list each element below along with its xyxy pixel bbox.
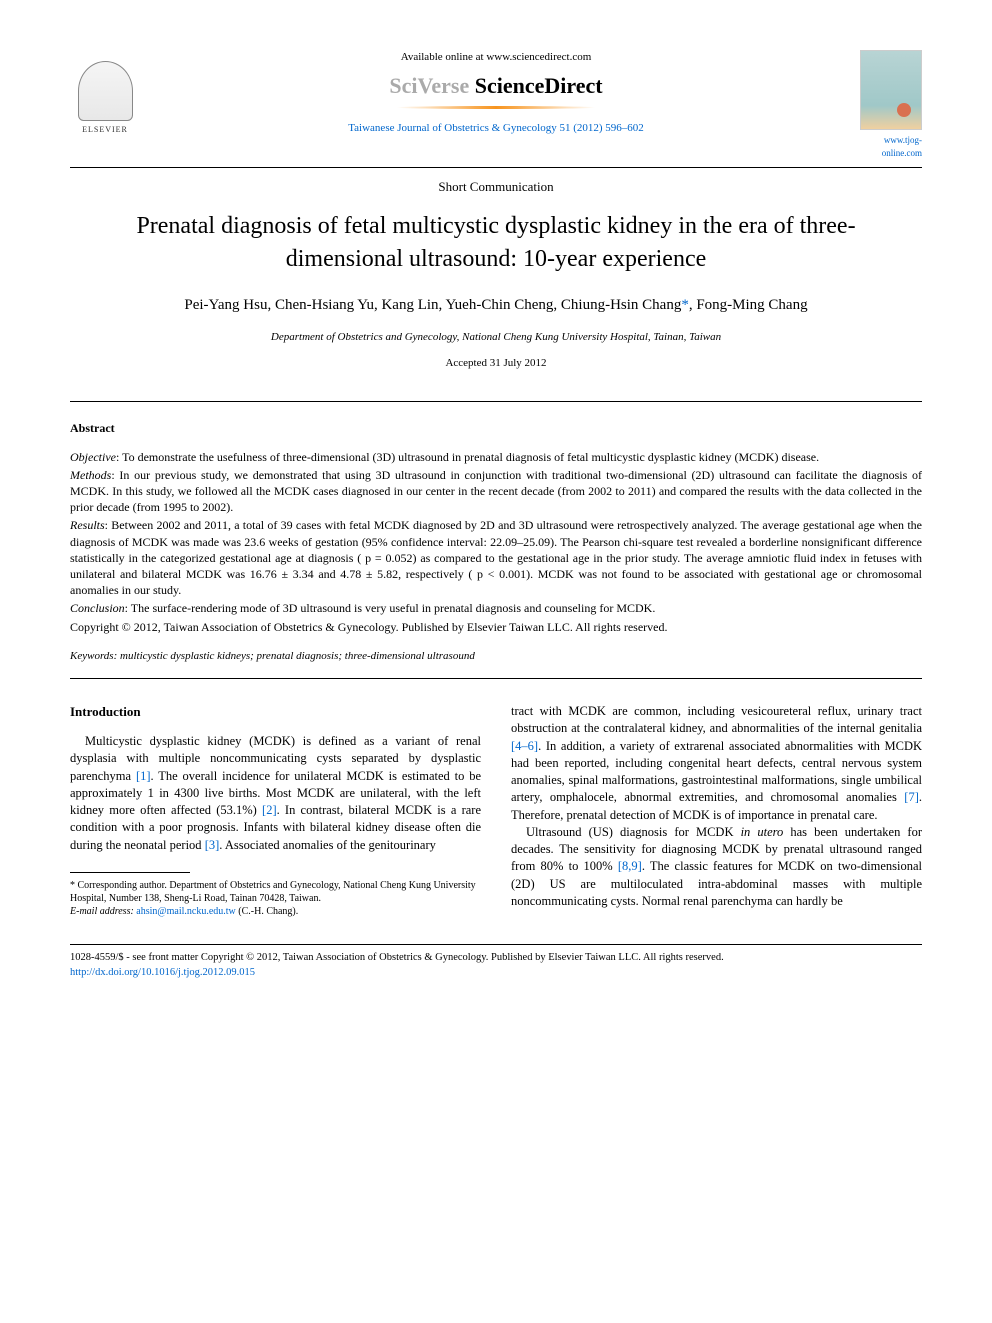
italic-text: in utero: [741, 825, 784, 839]
email-footnote: E-mail address: ahsin@mail.ncku.edu.tw (…: [70, 905, 481, 918]
authors-list: Pei-Yang Hsu, Chen-Hsiang Yu, Kang Lin, …: [184, 297, 681, 313]
available-text: Available online at: [401, 51, 487, 63]
conclusion-label: Conclusion: [70, 601, 125, 615]
journal-cover-box: www.tjog-online.com: [852, 50, 922, 159]
abstract-heading: Abstract: [70, 420, 922, 437]
footer: 1028-4559/$ - see front matter Copyright…: [70, 944, 922, 980]
text: . Associated anomalies of the genitourin…: [219, 838, 436, 852]
journal-reference[interactable]: Taiwanese Journal of Obstetrics & Gyneco…: [160, 121, 832, 136]
journal-url[interactable]: www.tjog-online.com: [852, 134, 922, 159]
center-header: Available online at www.sciencedirect.co…: [140, 50, 852, 137]
authors: Pei-Yang Hsu, Chen-Hsiang Yu, Kang Lin, …: [70, 295, 922, 316]
methods-text: : In our previous study, we demonstrated…: [70, 468, 922, 514]
intro-paragraph-2: tract with MCDK are common, including ve…: [511, 703, 922, 824]
methods-label: Methods: [70, 468, 111, 482]
ref-link-3[interactable]: [3]: [205, 838, 220, 852]
keywords-label: Keywords:: [70, 650, 117, 662]
publisher-name: ELSEVIER: [82, 124, 128, 135]
footer-issn: 1028-4559/$ - see front matter Copyright…: [70, 951, 922, 966]
header-row: ELSEVIER Available online at www.science…: [70, 50, 922, 159]
article-type: Short Communication: [70, 178, 922, 196]
authors-last: , Fong-Ming Chang: [689, 297, 808, 313]
introduction-heading: Introduction: [70, 703, 481, 721]
abstract-body: Objective: To demonstrate the usefulness…: [70, 449, 922, 635]
brand-gray: SciVerse: [389, 73, 474, 98]
conclusion-text: : The surface-rendering mode of 3D ultra…: [125, 601, 656, 615]
journal-cover-thumb[interactable]: [860, 50, 922, 130]
brand-black: ScienceDirect: [475, 73, 603, 98]
ref-link-2[interactable]: [2]: [262, 803, 277, 817]
right-column: tract with MCDK are common, including ve…: [511, 703, 922, 918]
ref-link-8-9[interactable]: [8,9]: [618, 859, 642, 873]
footnote-separator: [70, 872, 190, 873]
keywords-text: multicystic dysplastic kidneys; prenatal…: [117, 650, 475, 662]
keywords: Keywords: multicystic dysplastic kidneys…: [70, 649, 922, 664]
intro-paragraph-1: Multicystic dysplastic kidney (MCDK) is …: [70, 733, 481, 854]
divider: [70, 678, 922, 679]
accepted-date: Accepted 31 July 2012: [70, 356, 922, 371]
ref-link-1[interactable]: [1]: [136, 769, 151, 783]
email-suffix: (C.-H. Chang).: [236, 906, 299, 917]
cover-dot-icon: [897, 103, 911, 117]
objective-text: : To demonstrate the usefulness of three…: [116, 450, 819, 464]
elsevier-logo: ELSEVIER: [70, 50, 140, 135]
article-title: Prenatal diagnosis of fetal multicystic …: [90, 210, 902, 275]
abstract-copyright: Copyright © 2012, Taiwan Association of …: [70, 619, 922, 635]
corresponding-footnote: * Corresponding author. Department of Ob…: [70, 879, 481, 905]
elsevier-tree-icon: [78, 61, 133, 121]
ref-link-7[interactable]: [7]: [904, 790, 919, 804]
email-address[interactable]: ahsin@mail.ncku.edu.tw: [134, 906, 236, 917]
email-label: E-mail address:: [70, 906, 134, 917]
results-text: : Between 2002 and 2011, a total of 39 c…: [70, 518, 922, 597]
sciverse-logo: SciVerse ScienceDirect: [160, 71, 832, 102]
available-url[interactable]: www.sciencedirect.com: [486, 51, 591, 63]
text: tract with MCDK are common, including ve…: [511, 704, 922, 735]
corresponding-star-icon[interactable]: *: [681, 297, 689, 313]
objective-label: Objective: [70, 450, 116, 464]
text: . In addition, a variety of extrarenal a…: [511, 739, 922, 805]
two-column-body: Introduction Multicystic dysplastic kidn…: [70, 703, 922, 918]
available-online: Available online at www.sciencedirect.co…: [160, 50, 832, 65]
ref-link-4-6[interactable]: [4–6]: [511, 739, 538, 753]
text: Ultrasound (US) diagnosis for MCDK: [526, 825, 741, 839]
results-label: Results: [70, 518, 105, 532]
intro-paragraph-3: Ultrasound (US) diagnosis for MCDK in ut…: [511, 824, 922, 910]
left-column: Introduction Multicystic dysplastic kidn…: [70, 703, 481, 918]
affiliation: Department of Obstetrics and Gynecology,…: [70, 330, 922, 345]
divider: [70, 401, 922, 402]
doi-link[interactable]: http://dx.doi.org/10.1016/j.tjog.2012.09…: [70, 966, 922, 981]
swoosh-icon: [396, 106, 596, 109]
divider: [70, 167, 922, 168]
